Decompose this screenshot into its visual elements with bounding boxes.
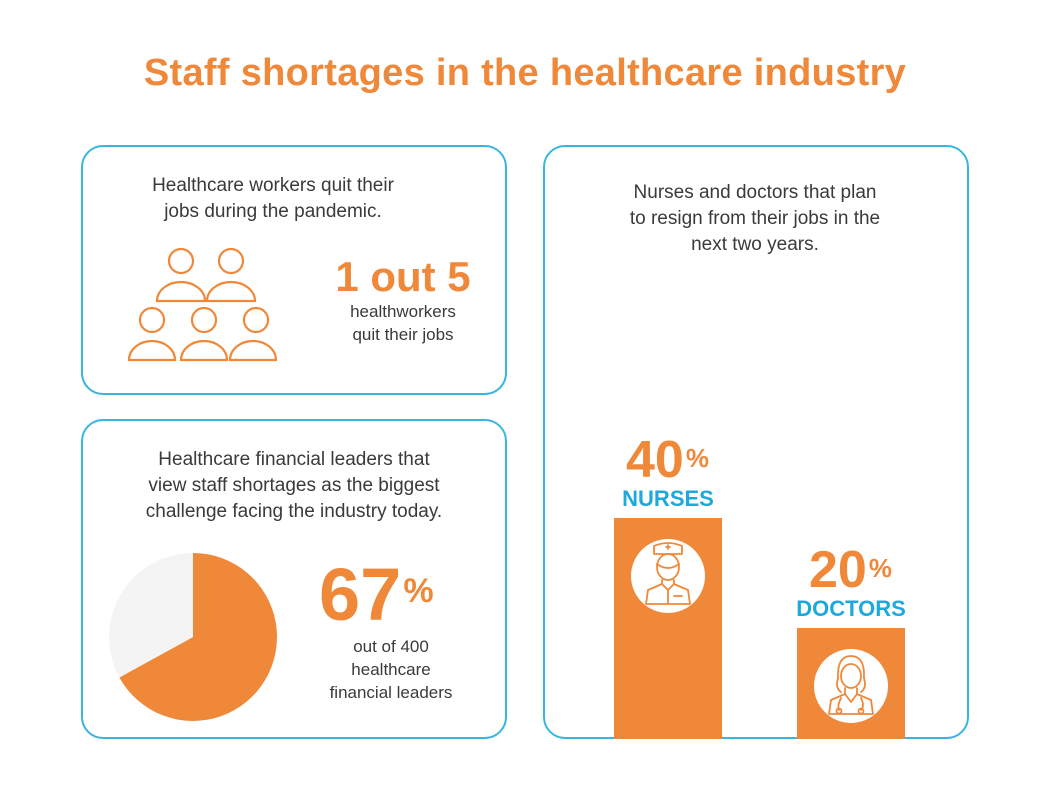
leaders-pie-chart [108,553,278,721]
page-title: Staff shortages in the healthcare indust… [143,52,907,94]
caption-line: out of 400 [353,637,429,656]
quit-stat-value: 1 out 5 [335,253,471,300]
resign-card: Nurses and doctors that plan to resign f… [543,145,969,739]
quit-jobs-card: Healthcare workers quit their jobs durin… [81,145,507,395]
bar-value-doctors: 20% [809,541,892,600]
resign-description: Nurses and doctors that plan to resign f… [585,180,925,258]
caption-line: financial leaders [329,683,453,702]
bar-label-doctors: DOCTORS [796,596,906,622]
nurse-icon [631,538,705,613]
quit-stat-caption: healthworkers quit their jobs [328,300,478,346]
stat-unit: % [403,572,434,610]
doctor-icon [814,649,888,724]
desc-line: Healthcare workers quit their [152,175,394,196]
desc-line: view staff shortages as the biggest [148,475,440,496]
leaders-stat-caption: out of 400 healthcare financial leaders [301,635,481,704]
desc-line: jobs during the pandemic. [164,201,382,222]
desc-line: Healthcare financial leaders that [158,449,430,470]
desc-line: next two years. [691,234,819,255]
desc-line: Nurses and doctors that plan [633,182,877,203]
bar-label-nurses: NURSES [622,485,714,511]
pie-slice-1 [108,553,193,678]
caption-line: healthcare [351,660,431,679]
caption-line: healthworkers [350,302,456,321]
desc-line: to resign from their jobs in the [629,208,881,229]
bar-value-nurses: 40% [626,430,709,489]
desc-line: challenge facing the industry today. [145,501,443,522]
leaders-description: Healthcare financial leaders that view s… [108,447,480,525]
caption-line: quit their jobs [352,325,454,344]
pie-slice-0 [119,553,278,721]
financial-leaders-card: Healthcare financial leaders that view s… [81,419,507,739]
group-of-people-icon [127,247,277,362]
quit-jobs-description: Healthcare workers quit their jobs durin… [103,173,443,225]
leaders-stat-value: 67% [319,555,434,635]
stat-number: 67 [319,553,402,636]
